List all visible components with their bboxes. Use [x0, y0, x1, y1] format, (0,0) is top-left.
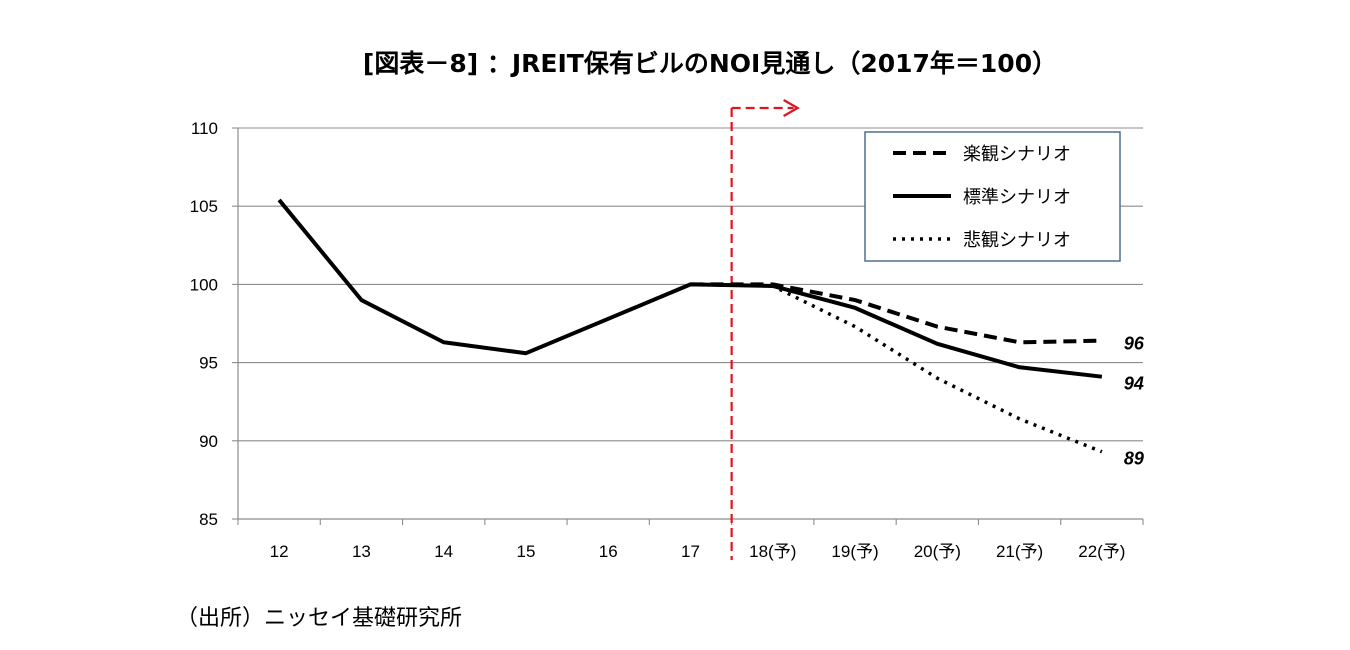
end-label-standard: 94 [1124, 374, 1144, 394]
x-tick-label: 21(予) [996, 542, 1043, 561]
y-tick-label: 100 [190, 275, 218, 294]
y-tick-label: 90 [199, 432, 218, 451]
y-tick-label: 105 [190, 197, 218, 216]
x-tick-label: 22(予) [1078, 542, 1125, 561]
forecast-marker [730, 99, 800, 560]
y-tick-label: 95 [199, 354, 218, 373]
forecast-arrow-head [783, 99, 800, 117]
end-label-pessimistic: 89 [1124, 449, 1144, 469]
source-note: （出所）ニッセイ基礎研究所 [176, 606, 463, 631]
end-label-optimistic: 96 [1124, 334, 1145, 354]
x-tick-label: 13 [352, 542, 371, 561]
x-tick-label: 18(予) [749, 542, 796, 561]
x-tick-label: 15 [516, 542, 535, 561]
end-labels: 96 94 89 [1124, 334, 1145, 469]
y-tick-label: 110 [191, 119, 218, 138]
x-tick-label: 12 [270, 542, 289, 561]
x-tick-label: 19(予) [831, 542, 878, 561]
x-tick-label: 17 [681, 542, 700, 561]
series-line-optimistic [690, 282, 1102, 345]
y-tick-labels: 85 90 95 100 105 110 [190, 119, 238, 529]
chart-title: [図表－8] ：JREIT保有ビルのNOI見通し（2017年＝100） [362, 49, 1058, 78]
series-lines [277, 198, 1103, 454]
legend-label-pessimistic: 悲観シナリオ [963, 230, 1071, 251]
x-tick-label: 14 [434, 542, 453, 561]
x-tick-labels: 12 13 14 15 16 17 18(予) 19(予) 20(予) 21(予) 22(予) [237, 519, 1144, 561]
x-tick-label: 16 [599, 542, 618, 561]
legend-label-optimistic: 楽観シナリオ [963, 144, 1071, 165]
x-tick-label: 20(予) [914, 542, 961, 561]
legend: 楽観シナリオ 標準シナリオ 悲観シナリオ [864, 131, 1121, 262]
y-tick-label: 85 [199, 510, 218, 529]
legend-label-standard: 標準シナリオ [963, 187, 1071, 208]
axes [237, 128, 1143, 520]
